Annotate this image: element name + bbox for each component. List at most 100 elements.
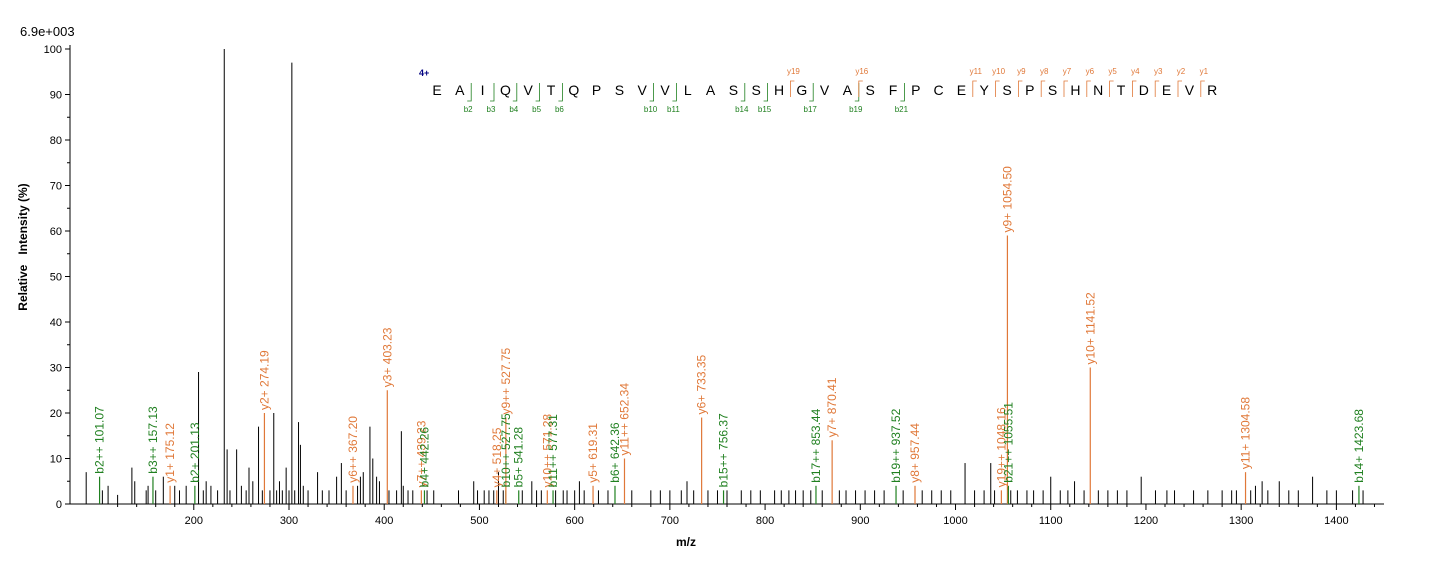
charge-state-label: 4+ bbox=[419, 68, 429, 78]
sequence-residue: S bbox=[1002, 82, 1011, 98]
peptide-sequence: 4+E A I Q V T Q P S V V L A S S H G V A S F P C E Y S P S H N T D E V Rb2 b… bbox=[419, 67, 1217, 114]
peak-label: b5+ 541.28 bbox=[512, 427, 526, 488]
peak-label: y4+ 518.25 bbox=[490, 427, 504, 487]
peak-label: b2+ 201.13 bbox=[188, 422, 202, 483]
sequence-residue: V bbox=[660, 82, 670, 98]
x-tick-label: 600 bbox=[565, 515, 583, 527]
peak-label: b10++ 527.75 bbox=[499, 413, 513, 487]
y-ion-index: y11 bbox=[970, 67, 983, 76]
b-ion-bracket bbox=[490, 83, 495, 102]
b-ion-bracket bbox=[512, 83, 518, 102]
y-tick-label: 20 bbox=[50, 408, 62, 420]
sequence-residue: S bbox=[615, 82, 624, 98]
peak-label: y8+ 957.44 bbox=[908, 423, 922, 483]
b-ion-bracket bbox=[809, 83, 814, 102]
b-ion-index: b10 bbox=[644, 105, 658, 114]
b-ion-bracket bbox=[672, 83, 677, 102]
sequence-residue: A bbox=[843, 82, 853, 98]
b-ion-index: b2 bbox=[464, 105, 473, 114]
peak-label: b2++ 101.07 bbox=[93, 406, 107, 474]
peak-label: b19++ 937.52 bbox=[889, 408, 903, 482]
intensity-max-label: 6.9e+003 bbox=[20, 24, 75, 39]
sequence-residue: V bbox=[524, 82, 534, 98]
peak-label: b6+ 642.36 bbox=[608, 422, 622, 483]
sequence-residue: H bbox=[1070, 82, 1080, 98]
sequence-residue: V bbox=[820, 82, 830, 98]
peak-label: y2+ 274.19 bbox=[257, 350, 271, 410]
x-tick-label: 1300 bbox=[1229, 515, 1253, 527]
sequence-residue: D bbox=[1139, 82, 1149, 98]
b-ion-bracket bbox=[854, 83, 860, 102]
b-ion-bracket bbox=[649, 83, 654, 102]
b-ion-index: b21 bbox=[895, 105, 909, 114]
sequence-residue: P bbox=[911, 82, 920, 98]
y-ion-index: y19 bbox=[787, 67, 800, 76]
y-ion-bracket bbox=[1063, 80, 1068, 97]
sequence-residue: T bbox=[547, 82, 556, 98]
sequence-residue: C bbox=[934, 82, 944, 98]
y-tick-label: 50 bbox=[50, 272, 62, 284]
b-ion-bracket bbox=[558, 83, 563, 102]
sequence-residue: V bbox=[638, 82, 648, 98]
sequence-residue: T bbox=[1117, 82, 1126, 98]
peak-label: y6++ 367.20 bbox=[346, 416, 360, 483]
peak-label: y10+ 1141.52 bbox=[1083, 292, 1097, 365]
peak-label: y1+ 175.12 bbox=[163, 423, 177, 483]
x-tick-label: 1100 bbox=[1039, 515, 1063, 527]
x-tick-label: 1200 bbox=[1134, 515, 1158, 527]
b-ion-index: b17 bbox=[804, 105, 818, 114]
peak-label: y19++ 1048.16 bbox=[994, 407, 1008, 487]
x-tick-label: 500 bbox=[470, 515, 488, 527]
y-axis-label: Relative Intensity (%) bbox=[16, 183, 30, 310]
x-tick-label: 300 bbox=[280, 515, 298, 527]
y-tick-label: 30 bbox=[50, 363, 62, 375]
y-ion-index: y6 bbox=[1086, 67, 1095, 76]
b-ion-index: b11 bbox=[667, 105, 680, 114]
y-ion-index: y2 bbox=[1177, 67, 1186, 76]
sequence-residue: F bbox=[889, 82, 898, 98]
peak-label: y3+ 403.23 bbox=[380, 327, 394, 387]
x-axis-label: m/z bbox=[676, 535, 696, 549]
b-ion-bracket bbox=[467, 83, 472, 102]
y-tick-label: 60 bbox=[50, 226, 62, 238]
y-ion-index: y1 bbox=[1200, 67, 1209, 76]
sequence-residue: P bbox=[592, 82, 601, 98]
x-tick-label: 700 bbox=[661, 515, 679, 527]
y-ion-bracket bbox=[1086, 80, 1091, 97]
sequence-residue: I bbox=[481, 82, 485, 98]
peak-label: b21++ 1055.51 bbox=[1001, 402, 1015, 483]
x-tick-label: 1400 bbox=[1324, 515, 1348, 527]
b-ion-index: b3 bbox=[487, 105, 496, 114]
peak-label: y10++ 571.28 bbox=[540, 414, 554, 488]
y-ion-bracket bbox=[995, 80, 1000, 97]
sequence-residue: L bbox=[684, 82, 692, 98]
peaks-layer bbox=[85, 49, 1364, 504]
y-tick-label: 0 bbox=[56, 499, 62, 511]
x-tick-label: 800 bbox=[756, 515, 774, 527]
x-tick-label: 400 bbox=[375, 515, 393, 527]
peak-label: b17++ 853.44 bbox=[809, 408, 823, 482]
peak-label: b14+ 1423.68 bbox=[1352, 409, 1366, 483]
y-ion-bracket bbox=[790, 80, 795, 97]
x-tick-label: 1000 bbox=[943, 515, 967, 527]
b-ion-bracket bbox=[740, 83, 746, 102]
y-ion-bracket bbox=[1018, 80, 1023, 97]
y-ion-bracket bbox=[1040, 80, 1046, 97]
sequence-residue: Y bbox=[980, 82, 990, 98]
peak-label: b15++ 756.37 bbox=[717, 413, 731, 487]
sequence-residue: H bbox=[774, 82, 784, 98]
peak-label: y11+ 1304.58 bbox=[1239, 397, 1253, 470]
y-ion-bracket bbox=[972, 80, 977, 97]
y-ion-bracket bbox=[1154, 80, 1160, 97]
y-ion-index: y7 bbox=[1063, 67, 1072, 76]
b-ion-bracket bbox=[535, 83, 540, 102]
b-ion-index: b19 bbox=[849, 105, 863, 114]
sequence-residue: E bbox=[1162, 82, 1171, 98]
sequence-residue: A bbox=[706, 82, 716, 98]
y-ion-index: y4 bbox=[1131, 67, 1140, 76]
b-ion-index: b15 bbox=[758, 105, 772, 114]
sequence-residue: V bbox=[1185, 82, 1195, 98]
y-ion-bracket bbox=[1177, 80, 1182, 97]
b-ion-index: b14 bbox=[735, 105, 749, 114]
b-ion-index: b4 bbox=[509, 105, 518, 114]
